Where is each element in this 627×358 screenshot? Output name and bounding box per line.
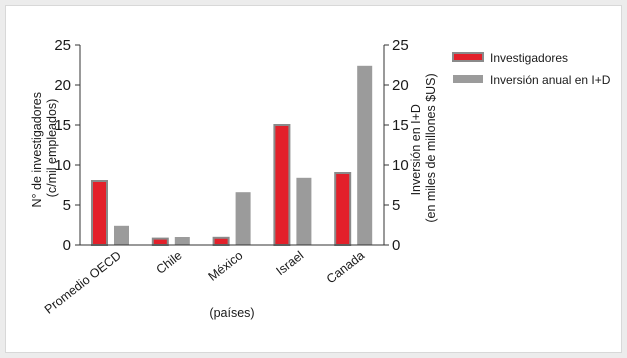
legend-label-investigadores: Investigadores <box>490 51 568 65</box>
right-tick-label: 20 <box>392 77 409 94</box>
bar-investigadores <box>212 236 230 247</box>
legend-label-inversion: Inversión anual en I+D <box>490 73 611 87</box>
right-tick-label: 5 <box>392 197 400 214</box>
category-label: Promedio OECD <box>42 248 124 316</box>
bar-inversion <box>235 192 251 245</box>
left-axis-label-line2: (c/mil empleados) <box>45 99 59 198</box>
left-tick-label: 25 <box>54 37 71 54</box>
right-axis-ticks: 0 5 10 15 20 25 <box>384 37 409 254</box>
bar-investigadores <box>334 172 352 246</box>
category-label: Israel <box>274 248 307 278</box>
left-axis-label-line1: N° de investigadores <box>30 92 44 207</box>
category-labels: Promedio OECD Chile México Israel Canada <box>42 248 367 316</box>
legend: Investigadores Inversión anual en I+D <box>452 51 611 87</box>
category-label: México <box>206 248 246 283</box>
legend-swatch-investigadores <box>452 52 484 62</box>
left-tick-label: 5 <box>63 197 71 214</box>
left-axis-label: N° de investigadores (c/mil empleados) <box>30 89 59 208</box>
legend-swatch-inversion <box>453 75 483 83</box>
right-tick-label: 15 <box>392 117 409 134</box>
category-label: Canada <box>324 248 367 286</box>
right-axis-label-line1: Inversión en I+D <box>409 104 423 195</box>
left-axis-ticks: 0 5 10 15 20 25 <box>54 37 80 254</box>
category-label: Chile <box>154 248 185 277</box>
bar-inversion <box>174 237 190 245</box>
bar-inversion <box>296 177 312 245</box>
bar-inversion <box>357 65 373 245</box>
bar-investigadores <box>151 237 169 247</box>
bar-investigadores <box>273 124 291 246</box>
figure-frame <box>5 5 622 353</box>
bar-inversion <box>114 225 129 245</box>
right-tick-label: 10 <box>392 157 409 174</box>
right-axis-label-line2: (en miles de millones $US) <box>424 73 438 222</box>
right-tick-label: 0 <box>392 237 400 254</box>
right-tick-label: 25 <box>392 37 409 54</box>
right-axis-label: Inversión en I+D (en miles de millones $… <box>409 73 438 222</box>
left-tick-label: 0 <box>63 237 71 254</box>
left-tick-label: 10 <box>54 157 71 174</box>
bar-investigadores <box>91 180 108 246</box>
left-tick-label: 15 <box>54 117 71 134</box>
bars-group <box>91 65 373 247</box>
x-axis-label: (países) <box>209 306 254 320</box>
left-tick-label: 20 <box>54 77 71 94</box>
